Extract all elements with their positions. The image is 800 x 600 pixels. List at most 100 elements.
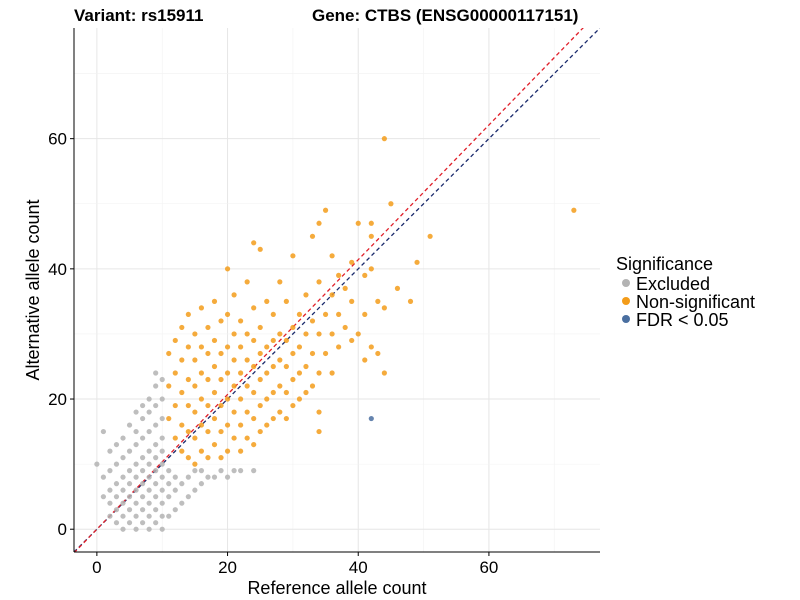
point-non-significant xyxy=(211,389,218,396)
point-excluded xyxy=(159,487,165,493)
point-non-significant xyxy=(244,357,250,363)
point-non-significant xyxy=(257,246,263,252)
point-non-significant xyxy=(238,448,244,454)
point-excluded xyxy=(224,474,231,480)
reference-line-1 xyxy=(74,28,600,552)
point-non-significant xyxy=(211,415,218,422)
point-excluded xyxy=(159,415,165,422)
point-non-significant xyxy=(283,389,289,396)
point-non-significant xyxy=(362,357,368,363)
point-excluded xyxy=(113,520,120,526)
point-non-significant xyxy=(349,259,355,265)
point-excluded xyxy=(140,415,146,422)
y-axis-label: Alternative allele count xyxy=(23,199,43,380)
point-non-significant xyxy=(244,331,250,337)
point-non-significant xyxy=(264,370,270,376)
point-non-significant xyxy=(394,285,401,291)
point-non-significant xyxy=(257,428,263,435)
legend: Significance ExcludedNon-significantFDR … xyxy=(616,254,755,330)
point-excluded xyxy=(146,461,152,467)
point-non-significant xyxy=(211,337,218,344)
point-non-significant xyxy=(231,357,237,363)
point-non-significant xyxy=(198,448,205,454)
point-non-significant xyxy=(218,402,224,409)
point-non-significant xyxy=(283,415,289,422)
point-non-significant xyxy=(238,422,244,428)
point-non-significant xyxy=(231,331,237,337)
point-non-significant xyxy=(185,344,191,350)
point-excluded xyxy=(198,468,205,474)
point-non-significant xyxy=(251,305,257,311)
point-excluded xyxy=(126,507,133,513)
point-non-significant xyxy=(322,350,329,357)
point-excluded xyxy=(140,520,146,526)
point-non-significant xyxy=(336,272,342,278)
point-non-significant xyxy=(231,435,237,441)
point-non-significant xyxy=(244,409,250,415)
point-excluded xyxy=(107,468,113,474)
point-excluded xyxy=(153,370,159,376)
reference-line-2 xyxy=(74,28,584,552)
x-axis-label: Reference allele count xyxy=(247,578,426,598)
point-excluded xyxy=(120,500,126,506)
point-excluded xyxy=(133,428,139,435)
point-non-significant xyxy=(342,324,348,331)
point-excluded xyxy=(153,383,159,389)
point-excluded xyxy=(146,409,152,415)
legend-swatch xyxy=(622,297,630,305)
point-non-significant xyxy=(349,298,355,304)
point-non-significant xyxy=(264,422,270,428)
point-non-significant xyxy=(368,220,374,226)
point-non-significant xyxy=(244,383,250,389)
point-non-significant xyxy=(414,259,420,265)
point-excluded xyxy=(133,500,139,506)
point-excluded xyxy=(166,481,172,487)
point-non-significant xyxy=(179,422,185,428)
point-excluded xyxy=(113,461,120,467)
point-non-significant xyxy=(192,331,198,337)
point-excluded xyxy=(166,494,172,500)
point-excluded xyxy=(126,422,133,428)
point-non-significant xyxy=(192,383,198,389)
point-non-significant xyxy=(251,441,257,448)
point-non-significant xyxy=(290,253,296,259)
point-non-significant xyxy=(224,422,231,428)
point-non-significant xyxy=(211,441,218,448)
point-non-significant xyxy=(296,370,303,376)
point-non-significant xyxy=(303,331,309,337)
point-excluded xyxy=(205,474,211,480)
point-non-significant xyxy=(218,350,224,357)
point-non-significant xyxy=(381,305,387,311)
point-non-significant xyxy=(166,415,172,422)
point-non-significant xyxy=(375,298,381,304)
point-non-significant xyxy=(224,344,231,350)
point-excluded xyxy=(140,435,146,441)
point-non-significant xyxy=(571,207,577,213)
point-excluded xyxy=(238,468,244,474)
point-non-significant xyxy=(179,357,185,363)
point-excluded xyxy=(140,455,146,461)
legend-title: Significance xyxy=(616,254,713,274)
point-excluded xyxy=(120,487,126,493)
point-excluded xyxy=(120,526,126,532)
point-non-significant xyxy=(264,298,270,304)
point-non-significant xyxy=(257,324,263,331)
point-non-significant xyxy=(322,207,329,213)
point-non-significant xyxy=(251,337,257,344)
point-non-significant xyxy=(349,337,355,344)
point-non-significant xyxy=(192,435,198,441)
point-non-significant xyxy=(185,455,191,461)
point-excluded xyxy=(133,461,139,467)
point-non-significant xyxy=(270,415,276,422)
point-non-significant xyxy=(375,350,381,357)
point-excluded xyxy=(126,468,133,474)
point-non-significant xyxy=(185,376,191,383)
chart-title-gene: Gene: CTBS (ENSG00000117151) xyxy=(312,6,578,25)
point-fdr-0-05 xyxy=(368,415,374,422)
legend-swatch xyxy=(622,279,630,287)
point-excluded xyxy=(133,526,139,532)
point-non-significant xyxy=(218,455,224,461)
point-non-significant xyxy=(309,233,316,239)
